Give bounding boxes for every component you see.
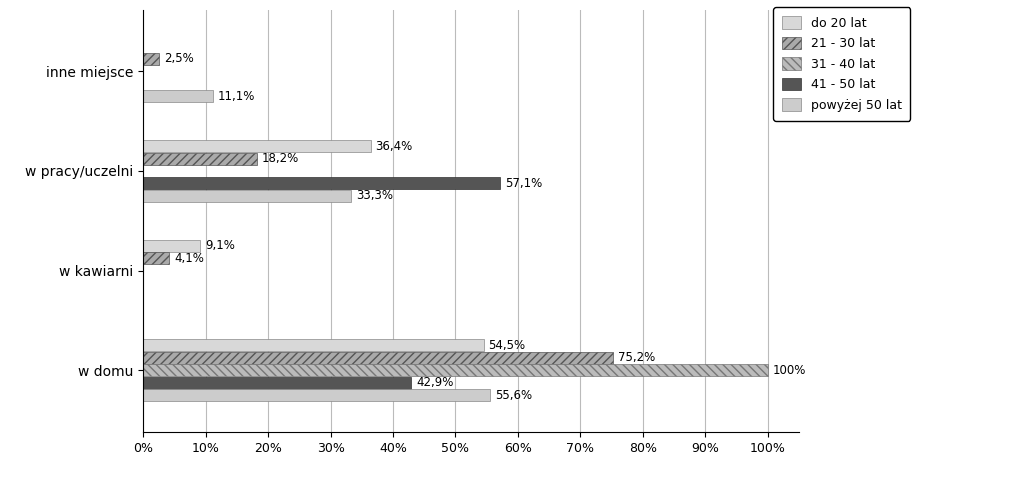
Text: 42,9%: 42,9% bbox=[416, 376, 454, 389]
Text: 18,2%: 18,2% bbox=[262, 152, 299, 165]
Legend: do 20 lat, 21 - 30 lat, 31 - 40 lat, 41 - 50 lat, powyżej 50 lat: do 20 lat, 21 - 30 lat, 31 - 40 lat, 41 … bbox=[773, 7, 910, 120]
Bar bbox=[143, 240, 200, 252]
Text: 33,3%: 33,3% bbox=[356, 190, 393, 203]
Bar bbox=[143, 377, 411, 389]
Text: 57,1%: 57,1% bbox=[505, 177, 542, 190]
Bar bbox=[143, 53, 159, 65]
Bar bbox=[143, 190, 351, 202]
Bar bbox=[143, 153, 257, 165]
Text: 9,1%: 9,1% bbox=[205, 239, 236, 252]
Text: 75,2%: 75,2% bbox=[617, 351, 655, 364]
Bar bbox=[143, 364, 768, 376]
Text: 4,1%: 4,1% bbox=[174, 252, 204, 264]
Text: 2,5%: 2,5% bbox=[164, 52, 194, 65]
Text: 54,5%: 54,5% bbox=[488, 339, 525, 352]
Text: 11,1%: 11,1% bbox=[218, 90, 255, 103]
Bar bbox=[143, 252, 169, 264]
Text: 55,6%: 55,6% bbox=[496, 389, 532, 402]
Bar bbox=[143, 352, 612, 364]
Text: 36,4%: 36,4% bbox=[376, 140, 413, 153]
Bar bbox=[143, 140, 371, 152]
Bar bbox=[143, 389, 490, 401]
Bar bbox=[143, 178, 500, 190]
Text: 100%: 100% bbox=[772, 364, 806, 377]
Bar bbox=[143, 90, 213, 102]
Bar bbox=[143, 339, 483, 351]
